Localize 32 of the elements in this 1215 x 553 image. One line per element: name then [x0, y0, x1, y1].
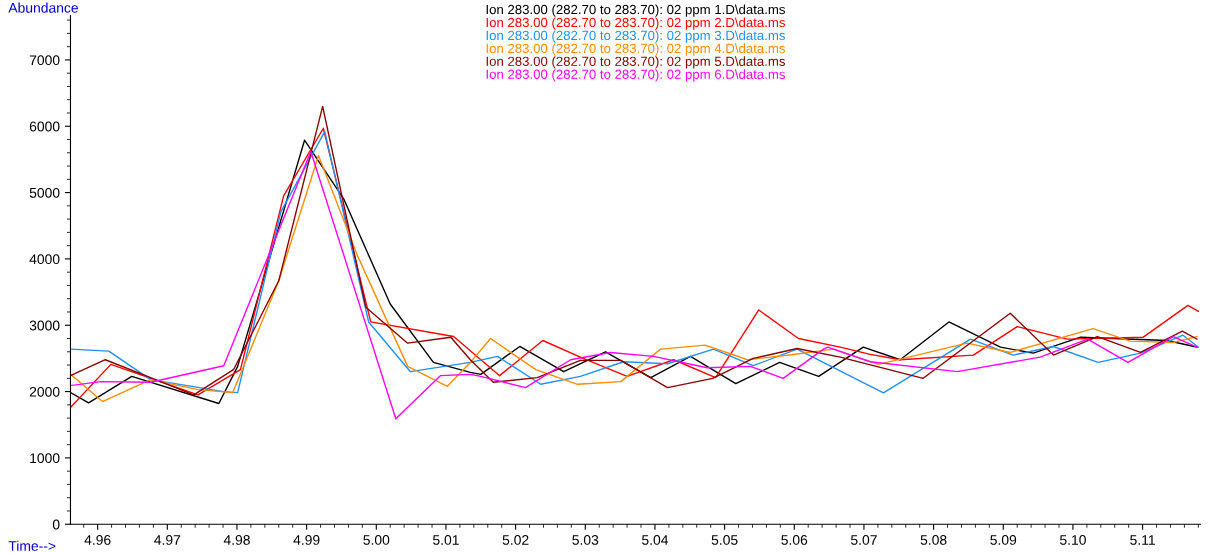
y-tick-label: 3000 — [29, 320, 60, 331]
x-tick-label: 5.11 — [1130, 535, 1155, 545]
y-axis-title: Abundance — [8, 2, 78, 13]
text: Ion 283.00 (282.70 to 283.70): 02 ppm 1.D\data.ms — [486, 4, 785, 17]
y-tick-label: 5000 — [29, 187, 60, 198]
x-tick-label: 5.03 — [572, 535, 599, 545]
y-tick-label: 2000 — [29, 386, 60, 397]
text: Ion 283.00 (282.70 to 283.70): 02 ppm 4.D\data.ms — [486, 43, 785, 56]
x-axis-title: Time--> — [8, 540, 56, 551]
x-tick-label: 5.07 — [850, 535, 877, 545]
x-tick-label: 5.04 — [641, 535, 669, 545]
y-tick-label: 4000 — [29, 254, 60, 265]
x-tick-label: 5.10 — [1059, 535, 1086, 545]
y-tick-label: 7000 — [29, 55, 60, 66]
x-tick-label: 5.05 — [711, 535, 738, 545]
x-tick-label: 5.09 — [990, 535, 1017, 545]
text: Ion 283.00 (282.70 to 283.70): 02 ppm 3.D\data.ms — [486, 30, 785, 43]
text: Ion 283.00 (282.70 to 283.70): 02 ppm 5.D\data.ms — [486, 56, 785, 69]
x-tick-label: 5.02 — [502, 535, 529, 545]
y-tick-label: 0 — [52, 519, 60, 530]
x-tick-label: 5.08 — [920, 535, 947, 545]
x-tick-label: 5.01 — [433, 535, 459, 545]
y-tick-label: 6000 — [29, 121, 60, 132]
text: Ion 283.00 (282.70 to 283.70): 02 ppm 2.D\data.ms — [486, 17, 785, 30]
text: Ion 283.00 (282.70 to 283.70): 02 ppm 6.D\data.ms — [486, 69, 785, 82]
x-tick-label: 4.96 — [84, 535, 111, 545]
x-tick-label: 5.06 — [781, 535, 808, 545]
x-tick-label: 4.99 — [293, 535, 320, 545]
x-tick-label: 5.00 — [363, 535, 390, 545]
y-tick-label: 1000 — [30, 453, 60, 464]
x-tick-label: 4.97 — [154, 535, 181, 545]
x-tick-label: 4.98 — [223, 535, 250, 545]
